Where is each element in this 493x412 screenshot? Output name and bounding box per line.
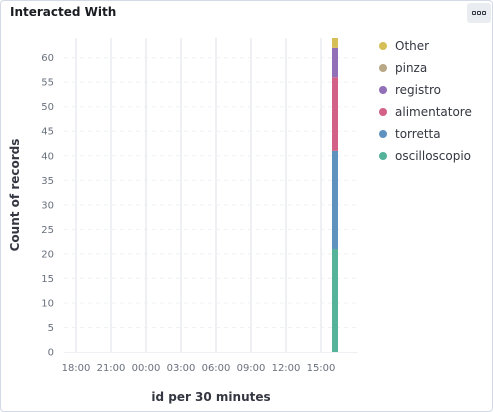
x-tick-label: 09:00: [237, 363, 266, 374]
x-tick-label: 21:00: [97, 363, 126, 374]
x-tick-label: 06:00: [202, 363, 231, 374]
legend-item-pinza[interactable]: pinza: [379, 61, 427, 75]
bars-layer: [332, 38, 338, 352]
options-menu-button[interactable]: [467, 3, 491, 23]
options-menu-icon-dot-2: [477, 11, 481, 15]
legend-swatch: [379, 108, 387, 116]
x-axis-title: id per 30 minutes: [151, 390, 270, 404]
y-tick-label: 20: [41, 249, 54, 260]
y-tick-label: 10: [41, 298, 54, 309]
options-menu-icon: [472, 11, 476, 15]
legend-swatch: [379, 42, 387, 50]
y-tick-label: 35: [41, 176, 54, 187]
y-tick-label: 40: [41, 151, 54, 162]
legend-label: pinza: [395, 61, 427, 75]
x-tick-label: 03:00: [167, 363, 196, 374]
x-tick-label: 00:00: [132, 363, 161, 374]
y-tick-label: 45: [41, 127, 54, 138]
legend-label: torretta: [395, 127, 441, 141]
panel-title: Interacted With: [10, 5, 117, 19]
bar-segment-alimentatore[interactable]: [332, 77, 338, 151]
legend-item-registro[interactable]: registro: [379, 83, 441, 97]
legend-item-other[interactable]: Other: [379, 39, 429, 53]
legend-label: alimentatore: [395, 105, 472, 119]
x-tick-label: 15:00: [307, 363, 336, 374]
legend-item-torretta[interactable]: torretta: [379, 127, 441, 141]
y-tick-label: 5: [48, 323, 54, 334]
y-axis-ticks: 0 5 10 15 20 25 30 35 40 45 50 55 60: [41, 53, 54, 358]
legend-item-oscilloscopio[interactable]: oscilloscopio: [379, 149, 471, 163]
x-tick-label: 12:00: [272, 363, 301, 374]
y-tick-label: 60: [41, 53, 54, 64]
options-menu-icon-dot-3: [482, 11, 486, 15]
legend-label: registro: [395, 83, 441, 97]
y-tick-label: 15: [41, 274, 54, 285]
y-tick-label: 0: [48, 348, 54, 359]
bar-segment-oscilloscopio[interactable]: [332, 248, 338, 352]
y-tick-label: 30: [41, 200, 54, 211]
legend-label: oscilloscopio: [395, 149, 471, 163]
bar-segment-other[interactable]: [332, 38, 338, 48]
legend-swatch: [379, 86, 387, 94]
x-tick-label: 18:00: [62, 363, 91, 374]
grid-layer: [64, 38, 358, 353]
legend-swatch: [379, 130, 387, 138]
bar-segment-torretta[interactable]: [332, 150, 338, 249]
legend-swatch: [379, 64, 387, 72]
y-axis-title: Count of records: [8, 139, 22, 252]
x-axis-ticks: 18:00 21:00 00:00 03:00 06:00 09:00 12:00 15:00: [62, 363, 336, 374]
legend-item-alimentatore[interactable]: alimentatore: [379, 105, 472, 119]
legend-label: Other: [395, 39, 429, 53]
bar-segment-registro[interactable]: [332, 47, 338, 78]
y-tick-label: 55: [41, 78, 54, 89]
legend: Other pinza registro alimentatore torretta os…: [379, 39, 472, 163]
y-tick-label: 25: [41, 225, 54, 236]
legend-swatch: [379, 152, 387, 160]
y-tick-label: 50: [41, 102, 54, 113]
